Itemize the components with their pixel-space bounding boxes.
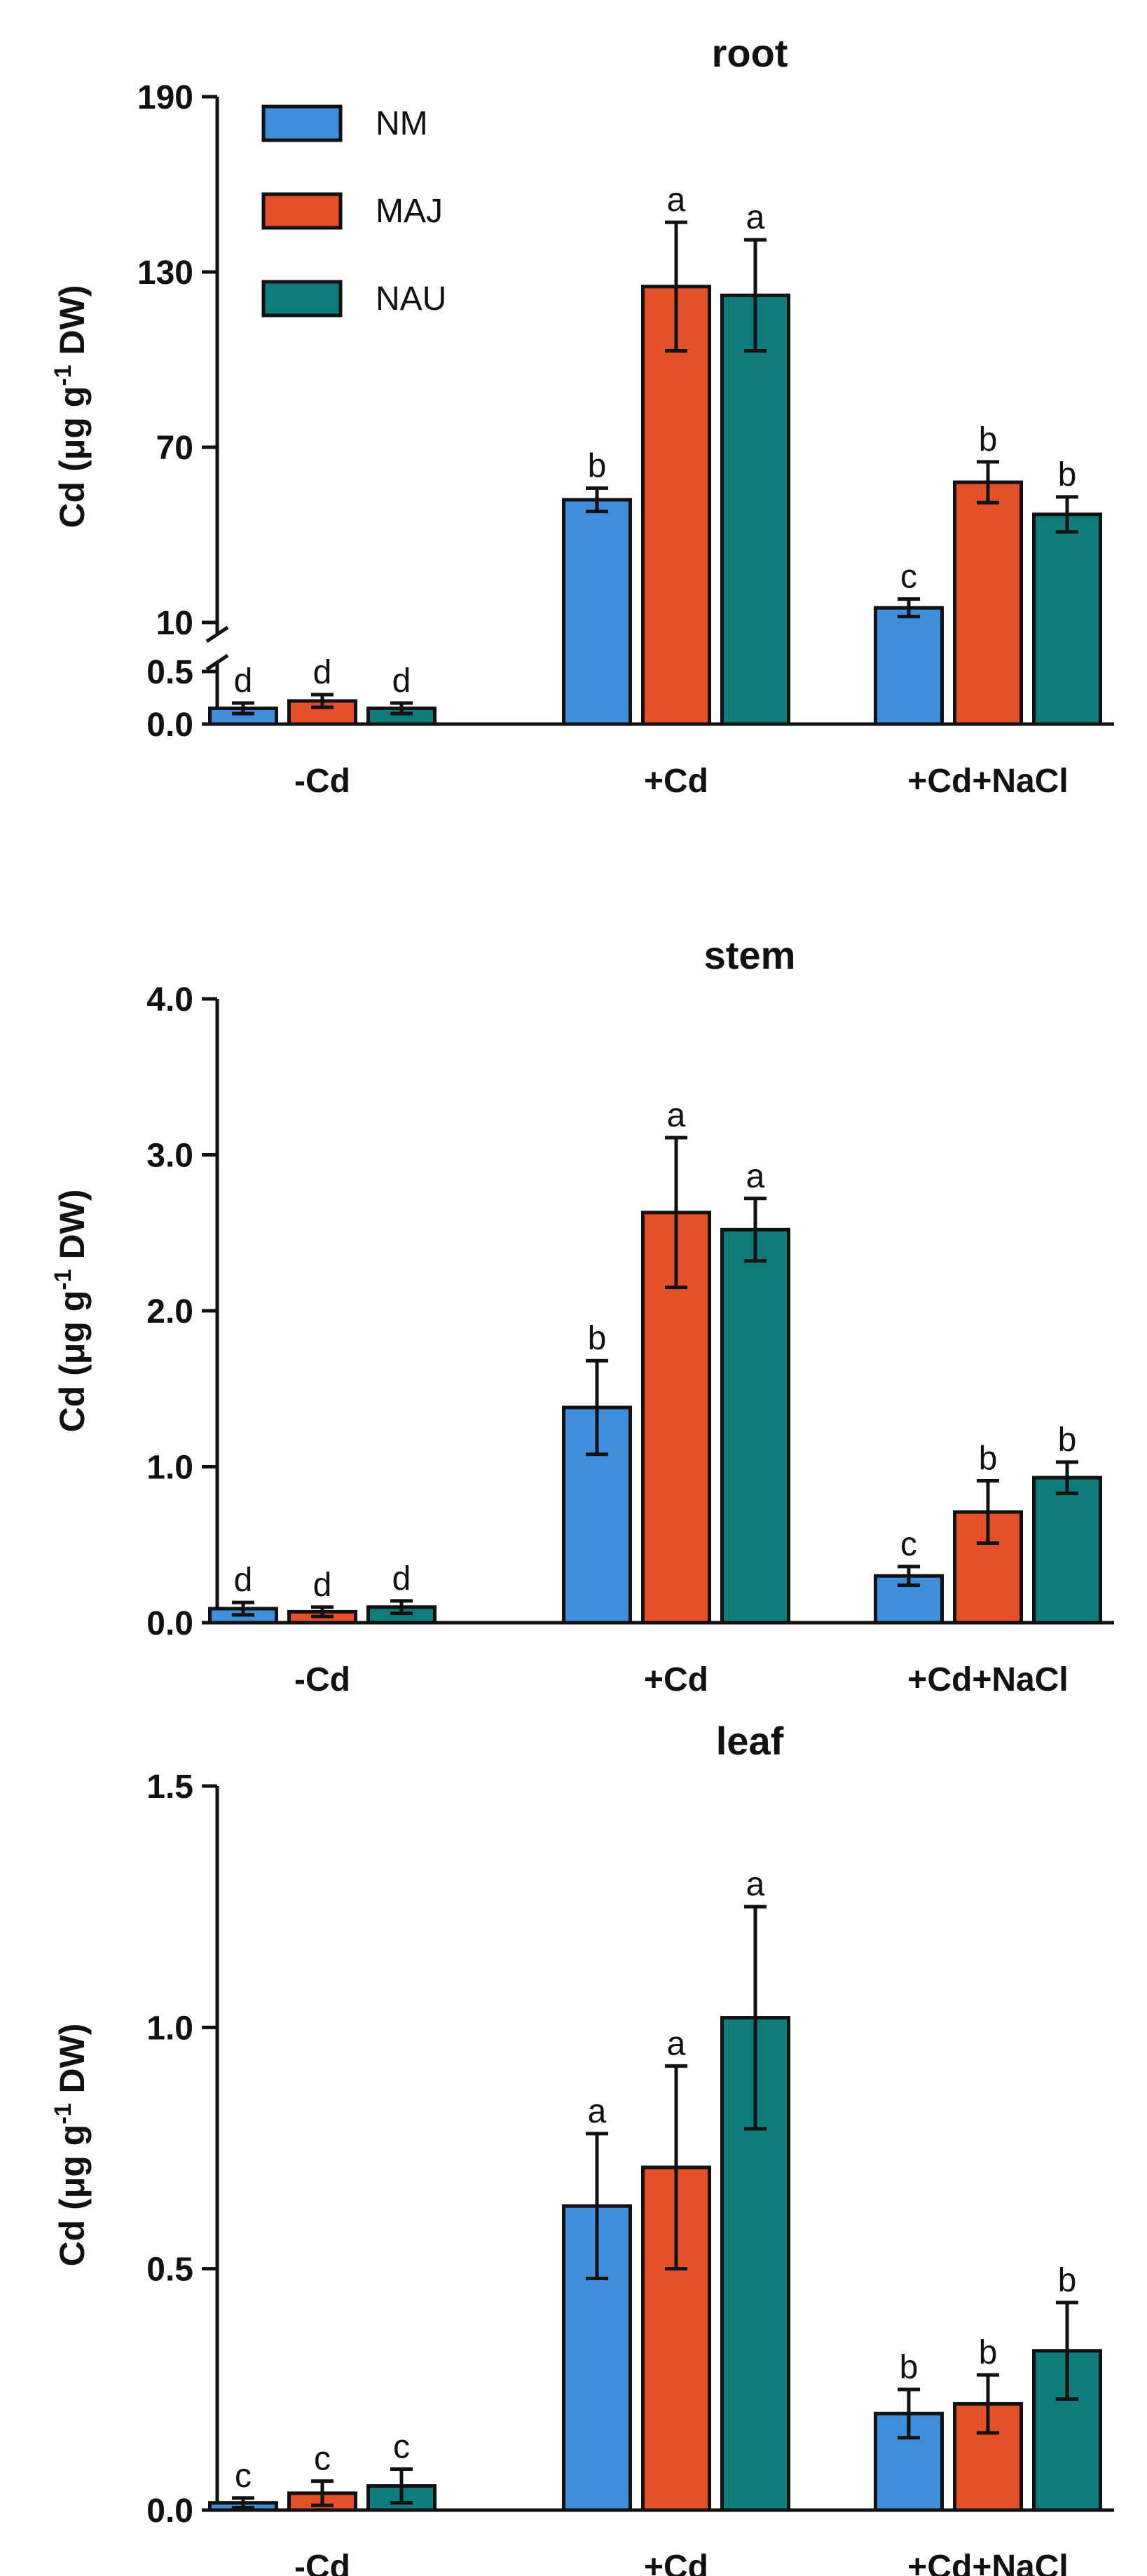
significance-letter: b (900, 2349, 919, 2386)
x-tick-label: -Cd (294, 763, 350, 800)
chart-title: leaf (716, 1719, 784, 1763)
y-tick-label: 0.0 (146, 707, 193, 744)
axis-break-mark (205, 625, 229, 643)
y-tick-label: 70 (156, 430, 193, 467)
bar-NM-+Cd (562, 498, 632, 726)
panel-root: root Cd (μg g-1 DW) 0.0 0.5 10 70 130 190 d b c d a b… (50, 31, 1114, 800)
y-label-text-end: DW) (53, 285, 92, 365)
y-label-superscript: -1 (50, 364, 76, 386)
y-tick-label: 1.0 (146, 2010, 193, 2047)
significance-letter: a (746, 1158, 765, 1195)
y-tick-label: 1.5 (146, 1769, 193, 1806)
x-tick-label: -Cd (294, 1661, 350, 1698)
significance-letter: a (588, 2093, 607, 2130)
bar-NAU-+Cd (720, 293, 790, 726)
x-tick-label: +Cd (644, 2549, 708, 2576)
y-label-text-end: DW) (53, 1190, 92, 1269)
significance-letter: b (1058, 2262, 1077, 2299)
significance-letter: b (979, 2334, 998, 2371)
legend-label: NAU (376, 280, 446, 318)
y-label-text: Cd (μg g (53, 386, 92, 529)
significance-letter: d (234, 662, 253, 700)
legend-swatch-MAJ (261, 192, 343, 230)
significance-letter: c (235, 2458, 252, 2495)
panel-leaf: leaf Cd (μg g-1 DW) 0.0 0.5 1.0 1.5 c a b c a b c a b -… (50, 1719, 1114, 2576)
panel-stem: stem Cd (μg g-1 DW) 0.0 1.0 2.0 3.0 4.0 d b c d a b d… (50, 933, 1114, 1698)
significance-letter: d (392, 1560, 411, 1597)
significance-letter: a (667, 2025, 686, 2062)
y-label-text: Cd (μg g (53, 1290, 92, 1433)
significance-letter: d (392, 662, 411, 700)
legend-label: NM (376, 105, 428, 142)
significance-letter: c (314, 2441, 331, 2478)
x-tick-label: +Cd (644, 1661, 708, 1698)
significance-letter: b (588, 447, 607, 484)
legend-swatch-NAU (261, 280, 343, 318)
bar-MAJ-+Cd+NaCl (953, 480, 1023, 726)
y-axis-label: Cd (μg g-1 DW) (50, 1190, 92, 1433)
bar-NAU-+Cd+NaCl (1032, 1476, 1102, 1625)
x-tick-label: +Cd+NaCl (907, 763, 1068, 800)
x-tick-label: +Cd+NaCl (907, 1661, 1068, 1698)
bar-NAU-+Cd (720, 1227, 790, 1625)
y-label-text: Cd (μg g (53, 2125, 92, 2267)
y-axis-label: Cd (μg g-1 DW) (50, 285, 92, 529)
x-tick-label: -Cd (294, 2549, 350, 2576)
bar-NAU-+Cd+NaCl (1032, 512, 1102, 726)
y-axis-label: Cd (μg g-1 DW) (50, 2024, 92, 2267)
bar-NM-+Cd+NaCl (874, 606, 944, 726)
significance-letter: d (234, 1562, 253, 1599)
y-tick-label: 10 (156, 605, 193, 642)
y-tick-label: 0.0 (146, 1605, 193, 1642)
y-tick-label: 0.5 (146, 654, 193, 691)
significance-letter: a (667, 1097, 686, 1134)
y-tick-label: 2.0 (146, 1293, 193, 1330)
y-tick-label: 3.0 (146, 1138, 193, 1175)
chart-title: root (712, 31, 788, 75)
significance-letter: c (393, 2428, 410, 2465)
x-tick-label: +Cd+NaCl (907, 2549, 1068, 2576)
y-label-text-end: DW) (53, 2024, 92, 2104)
significance-letter: a (746, 1866, 765, 1903)
significance-letter: b (1058, 456, 1077, 493)
significance-letter: c (900, 1526, 917, 1563)
significance-letter: b (1058, 1422, 1077, 1459)
chart-title: stem (704, 933, 796, 977)
significance-letter: d (313, 1567, 332, 1604)
significance-letter: b (588, 1320, 607, 1357)
y-tick-label: 130 (137, 254, 193, 292)
legend-label: MAJ (376, 193, 443, 230)
y-label-superscript: -1 (50, 2103, 76, 2124)
y-label-superscript: -1 (50, 1269, 76, 1290)
y-tick-label: 190 (137, 79, 193, 116)
significance-letter: a (746, 199, 765, 236)
significance-letter: d (313, 654, 332, 691)
significance-letter: b (979, 1440, 998, 1478)
legend-swatch-NM (261, 104, 343, 142)
y-tick-label: 0.0 (146, 2493, 193, 2530)
significance-letter: a (667, 182, 686, 219)
y-tick-label: 1.0 (146, 1450, 193, 1487)
significance-letter: c (900, 559, 917, 596)
bar-MAJ-+Cd (641, 285, 711, 726)
y-tick-label: 0.5 (146, 2251, 193, 2289)
axis-break-mark (205, 653, 229, 672)
significance-letter: b (979, 421, 998, 458)
y-tick-label: 4.0 (146, 981, 193, 1018)
x-tick-label: +Cd (644, 763, 708, 800)
legend: NM MAJ NAU (261, 104, 446, 318)
